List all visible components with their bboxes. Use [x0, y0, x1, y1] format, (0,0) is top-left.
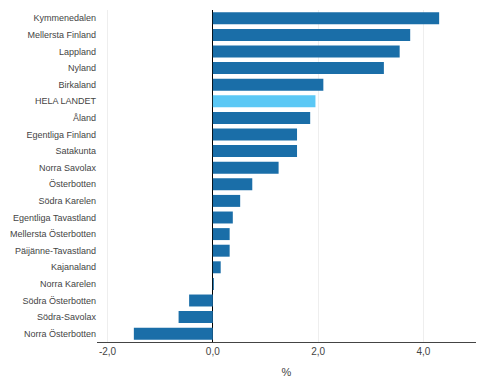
svg-text:HELA LANDET: HELA LANDET: [35, 96, 97, 106]
svg-text:Mellersta Österbotten: Mellersta Österbotten: [10, 229, 96, 239]
svg-text:Egentliga Finland: Egentliga Finland: [26, 130, 96, 140]
svg-text:Egentliga Tavastland: Egentliga Tavastland: [13, 213, 96, 223]
svg-text:Mellersta Finland: Mellersta Finland: [27, 30, 96, 40]
svg-text:Birkaland: Birkaland: [58, 80, 96, 90]
svg-text:Päijänne-Tavastland: Päijänne-Tavastland: [15, 246, 96, 256]
svg-text:-2,0: -2,0: [99, 346, 117, 357]
svg-text:Norra Österbotten: Norra Österbotten: [24, 329, 96, 339]
svg-text:Norra Savolax: Norra Savolax: [39, 163, 97, 173]
svg-text:Satakunta: Satakunta: [55, 146, 96, 156]
svg-text:Åland: Åland: [73, 113, 96, 123]
svg-text:Kymmenedalen: Kymmenedalen: [33, 13, 96, 23]
svg-text:2,0: 2,0: [311, 346, 325, 357]
svg-text:0,0: 0,0: [206, 346, 220, 357]
svg-text:Nyland: Nyland: [68, 63, 96, 73]
svg-text:Lappland: Lappland: [59, 47, 96, 57]
svg-text:Södra Österbotten: Södra Österbotten: [22, 296, 96, 306]
svg-text:Kajanaland: Kajanaland: [51, 262, 96, 272]
svg-text:Österbotten: Österbotten: [49, 179, 96, 189]
svg-text:Södra-Savolax: Södra-Savolax: [37, 312, 97, 322]
svg-text:4,0: 4,0: [416, 346, 430, 357]
svg-text:Norra Karelen: Norra Karelen: [40, 279, 96, 289]
svg-text:%: %: [282, 366, 292, 378]
svg-text:Södra Karelen: Södra Karelen: [38, 196, 96, 206]
